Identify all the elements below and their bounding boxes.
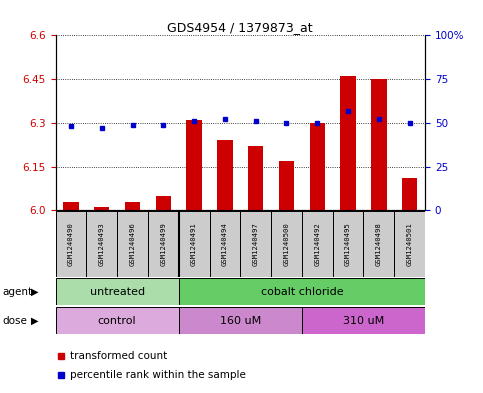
Text: GSM1240495: GSM1240495: [345, 222, 351, 266]
Bar: [94, 208, 110, 210]
Bar: [210, 211, 240, 277]
Bar: [240, 211, 271, 277]
Bar: [148, 211, 179, 277]
Text: GSM1240494: GSM1240494: [222, 222, 228, 266]
Bar: [364, 211, 394, 277]
Bar: [394, 211, 425, 277]
Text: GSM1240498: GSM1240498: [376, 222, 382, 266]
Bar: [179, 307, 302, 334]
Bar: [117, 211, 148, 277]
Bar: [86, 211, 117, 277]
Text: control: control: [98, 316, 136, 326]
Bar: [302, 211, 333, 277]
Bar: [125, 202, 140, 210]
Text: dose: dose: [2, 316, 28, 326]
Text: percentile rank within the sample: percentile rank within the sample: [71, 370, 246, 380]
Bar: [279, 161, 294, 210]
Bar: [179, 211, 210, 277]
Text: GSM1240499: GSM1240499: [160, 222, 166, 266]
Bar: [217, 140, 233, 210]
Text: ▶: ▶: [31, 286, 39, 297]
Bar: [186, 120, 202, 210]
Bar: [156, 196, 171, 210]
Text: GSM1240496: GSM1240496: [129, 222, 136, 266]
Text: agent: agent: [2, 286, 32, 297]
Bar: [56, 211, 86, 277]
Text: GSM1240501: GSM1240501: [407, 222, 412, 266]
Text: 310 uM: 310 uM: [343, 316, 384, 326]
Bar: [56, 278, 179, 305]
Text: untreated: untreated: [89, 286, 145, 297]
Title: GDS4954 / 1379873_at: GDS4954 / 1379873_at: [168, 21, 313, 34]
Text: GSM1240491: GSM1240491: [191, 222, 197, 266]
Bar: [341, 76, 356, 210]
Text: GSM1240500: GSM1240500: [284, 222, 289, 266]
Bar: [179, 278, 425, 305]
Text: transformed count: transformed count: [71, 351, 168, 361]
Bar: [371, 79, 386, 210]
Bar: [333, 211, 364, 277]
Bar: [310, 123, 325, 210]
Text: GSM1240493: GSM1240493: [99, 222, 105, 266]
Text: GSM1240490: GSM1240490: [68, 222, 74, 266]
Bar: [248, 146, 263, 210]
Text: GSM1240492: GSM1240492: [314, 222, 320, 266]
Text: ▶: ▶: [31, 316, 39, 326]
Text: GSM1240497: GSM1240497: [253, 222, 259, 266]
Text: cobalt chloride: cobalt chloride: [260, 286, 343, 297]
Bar: [63, 202, 79, 210]
Bar: [402, 178, 417, 210]
Text: 160 uM: 160 uM: [220, 316, 261, 326]
Bar: [302, 307, 425, 334]
Bar: [271, 211, 302, 277]
Bar: [56, 307, 179, 334]
